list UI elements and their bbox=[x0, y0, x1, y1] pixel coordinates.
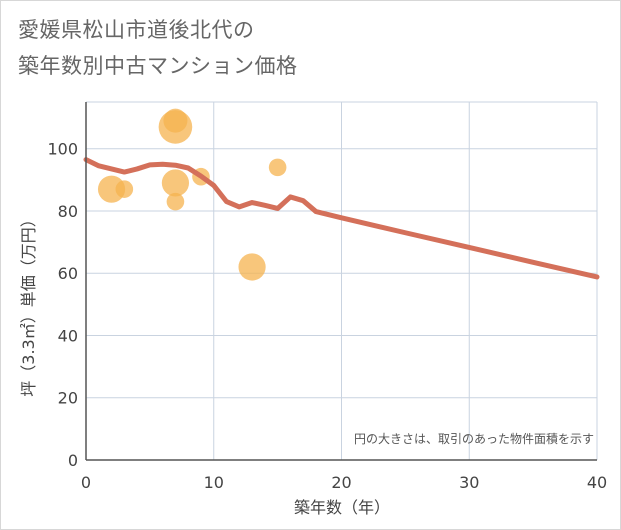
axes bbox=[85, 102, 597, 461]
chart-title-line-1: 愛媛県松山市道後北代の bbox=[18, 18, 255, 42]
bubbles bbox=[97, 108, 287, 281]
x-tick-label: 40 bbox=[587, 473, 607, 492]
bubble-point bbox=[161, 169, 190, 197]
y-tick-label: 60 bbox=[58, 264, 78, 283]
bubble-point bbox=[163, 108, 188, 133]
y-tick-label: 20 bbox=[58, 389, 78, 408]
y-tick-label: 40 bbox=[58, 326, 78, 345]
y-tick-label: 100 bbox=[47, 140, 78, 159]
y-tick-label: 0 bbox=[68, 451, 78, 470]
grid bbox=[86, 101, 598, 460]
bubble-point bbox=[115, 180, 134, 198]
y-axis-label: 坪（3.3㎡）単価（万円） bbox=[19, 211, 38, 396]
bubble-point bbox=[268, 158, 287, 177]
x-tick-label: 30 bbox=[459, 473, 479, 492]
y-tick-label: 80 bbox=[58, 202, 78, 221]
x-tick-label: 0 bbox=[81, 473, 91, 492]
x-tick-label: 10 bbox=[204, 473, 224, 492]
bubble-point bbox=[97, 175, 126, 203]
tick-labels: 0 10 20 30 40 0 20 40 60 80 100 bbox=[47, 140, 607, 492]
bubble-point bbox=[166, 192, 185, 211]
trend-line bbox=[83, 157, 600, 280]
size-note: 円の大きさは、取引のあった物件面積を示す bbox=[354, 431, 594, 446]
chart-title: 愛媛県松山市道後北代の 築年数別中古マンション価格 bbox=[18, 12, 298, 84]
chart-title-line-2: 築年数別中古マンション価格 bbox=[18, 54, 298, 78]
bubble-point bbox=[238, 253, 266, 281]
x-tick-label: 20 bbox=[331, 473, 351, 492]
trend-lines bbox=[83, 157, 600, 280]
x-axis-label: 築年数（年） bbox=[294, 498, 390, 517]
